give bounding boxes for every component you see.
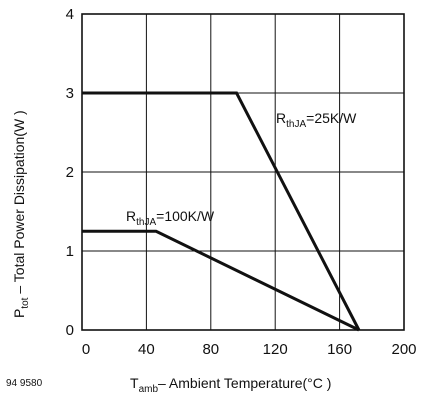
y-tick-label: 0 (66, 322, 74, 339)
grid-lines (82, 14, 404, 330)
series-line-1 (82, 229, 360, 332)
x-tick-label: 40 (138, 341, 155, 358)
x-tick-label: 120 (263, 341, 288, 358)
y-axis-title: Ptot – Total Power Dissipation(W ) (11, 110, 31, 318)
y-tick-label: 4 (66, 6, 74, 23)
series-label-100kw: RthJA=100K/W (126, 208, 215, 228)
plot-frame (81, 13, 405, 331)
tick-labels: 0 40 80 120 160 200 0 1 2 3 4 (66, 6, 417, 358)
series-layer (82, 91, 361, 332)
y-tick-label: 1 (66, 243, 74, 260)
x-tick-label: 80 (202, 341, 219, 358)
y-tick-label: 3 (66, 85, 74, 102)
x-tick-label: 200 (391, 341, 416, 358)
series-label-25kw: RthJA=25K/W (276, 110, 357, 130)
x-axis-title: Tamb– Ambient Temperature(°C ) (130, 375, 331, 394)
x-tick-label: 0 (82, 341, 90, 358)
series-line-0 (82, 91, 361, 331)
figure-id: 94 9580 (6, 378, 43, 389)
x-tick-label: 160 (327, 341, 352, 358)
y-tick-label: 2 (66, 164, 74, 181)
